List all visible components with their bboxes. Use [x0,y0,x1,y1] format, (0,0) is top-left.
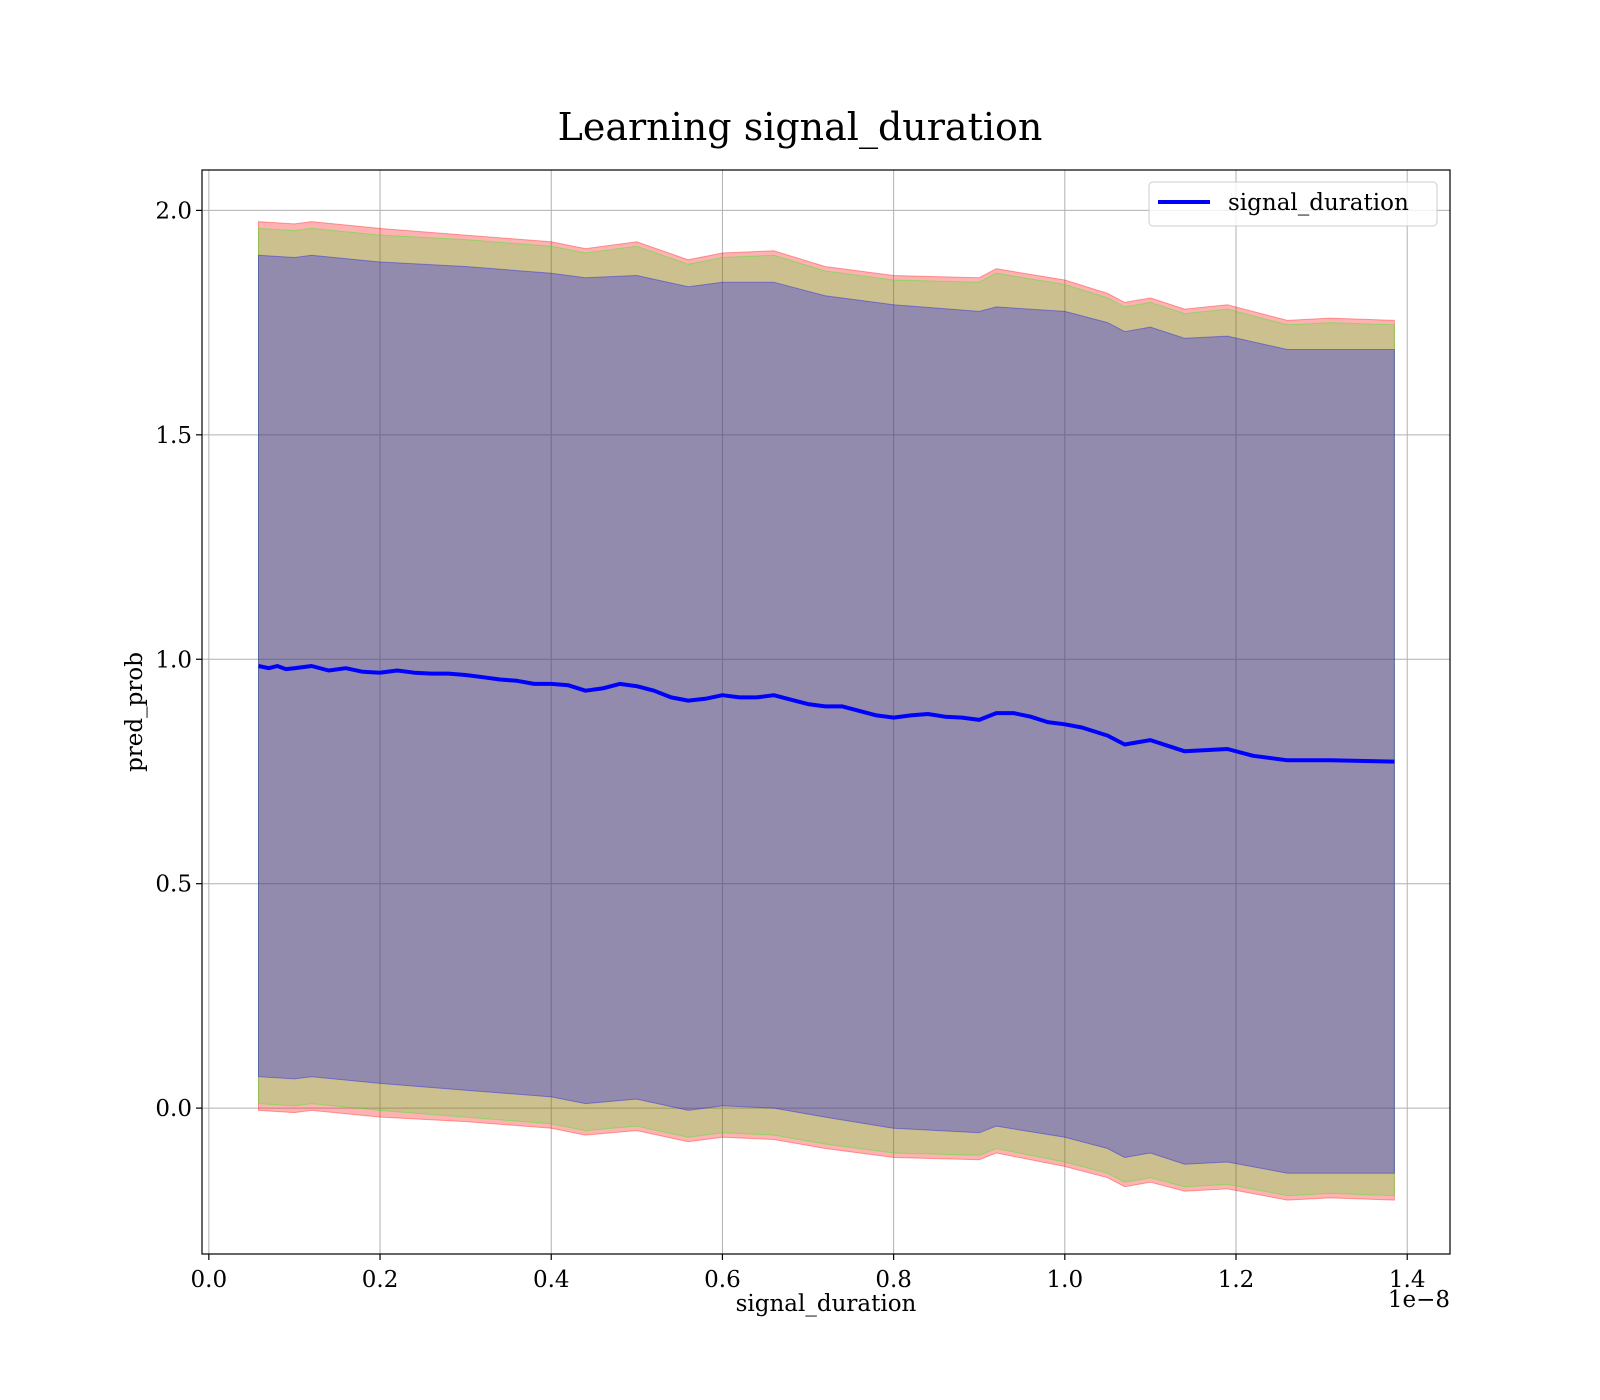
x-tick-label: 0.0 [191,1267,228,1293]
y-tick-label: 0.0 [155,1096,192,1122]
x-tick-label: 0.2 [362,1267,399,1293]
x-axis-label: signal_duration [736,1291,917,1317]
confidence-band [258,221,1395,1201]
x-tick-label: 1.4 [1389,1267,1426,1293]
legend: signal_duration [1148,181,1438,227]
confidence-band [258,227,1395,1197]
x-tick-label: 1.2 [1218,1267,1255,1293]
series-line-signal-duration [258,664,1395,764]
x-tick-label: 0.8 [875,1267,912,1293]
x-tick-label: 1.0 [1047,1267,1084,1293]
legend-box [1148,181,1438,227]
legend-label-signal-duration: signal_duration [1228,190,1409,216]
y-tick-label: 1.5 [155,423,192,449]
chart-title: Learning signal_duration [558,105,1043,150]
x-tick-label: 0.6 [704,1267,741,1293]
y-axis: 0.0 0.5 1.0 1.5 2.0 [155,198,202,1122]
x-axis: 0.0 0.2 0.4 0.6 0.8 1.0 1.2 1.4 [191,1254,1426,1293]
confidence-bands [258,221,1395,1201]
y-tick-label: 1.0 [155,647,192,673]
y-tick-label: 2.0 [155,198,192,224]
confidence-band [258,254,1395,1174]
x-tick-label: 0.4 [533,1267,570,1293]
y-tick-label: 0.5 [155,872,192,898]
y-axis-label: pred_prob [122,652,148,772]
x-offset-text: 1e−8 [1388,1287,1450,1313]
series-lines [258,664,1395,764]
plot-frame [201,169,1451,1255]
